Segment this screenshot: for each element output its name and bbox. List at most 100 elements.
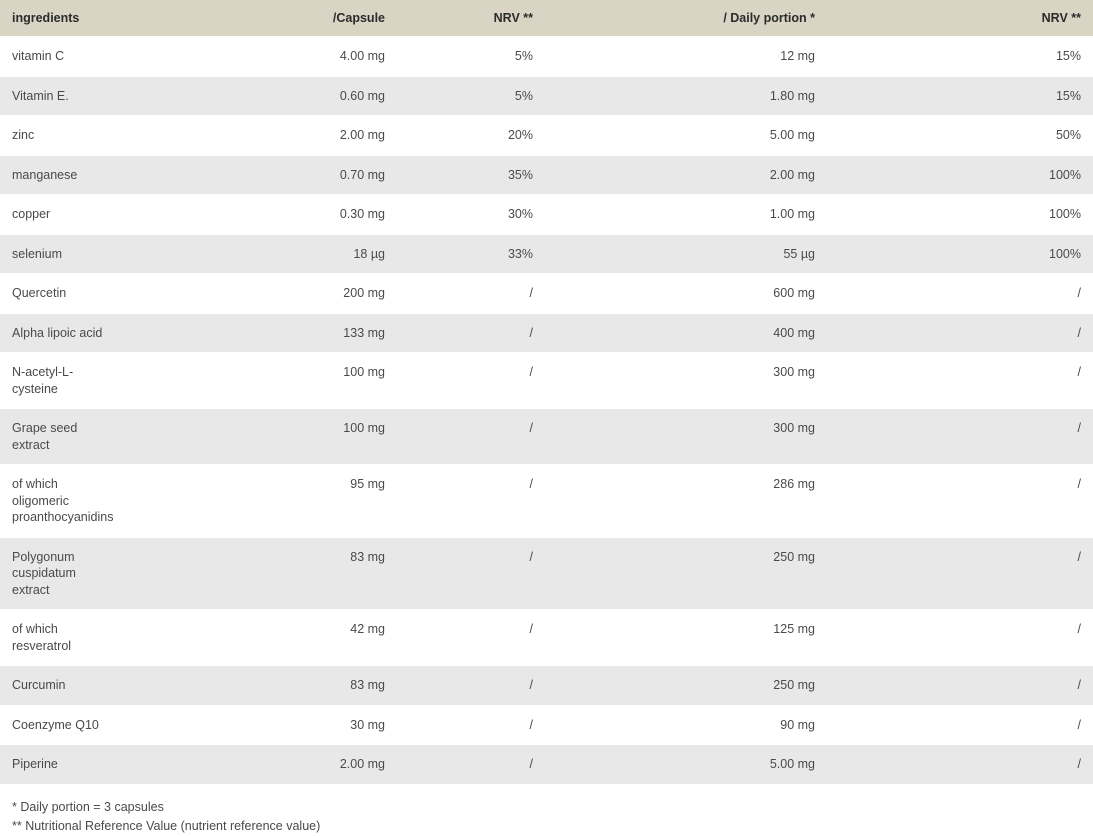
nrv-daily-cell: / [827, 665, 1093, 705]
nrv-daily-cell: 100% [827, 194, 1093, 234]
per-daily-portion-cell: 1.00 mg [545, 194, 827, 234]
table-row: of which oligomeric proanthocyanidins 95 mg… [0, 464, 1093, 537]
ingredient-name-line: Polygonum [12, 549, 75, 564]
per-daily-portion-cell: 125 mg [545, 609, 827, 666]
ingredient-name-cell: zinc [0, 115, 280, 155]
nrv-daily-cell: / [827, 273, 1093, 313]
ingredient-name-line: of which [12, 477, 58, 491]
footnote-nrv: ** Nutritional Reference Value (nutrient… [12, 818, 321, 833]
nrv-capsule-cell: / [397, 352, 545, 409]
per-daily-portion-cell: 250 mg [545, 536, 827, 610]
table-row: Coenzyme Q10 30 mg/90 mg / [0, 704, 1093, 745]
ingredient-name-cell: Quercetin [0, 273, 280, 313]
nrv-daily-cell: 100% [827, 233, 1093, 274]
nrv-capsule-cell: / [397, 536, 545, 610]
table-row: Alpha lipoic acid 133 mg/400 mg / [0, 312, 1093, 353]
ingredient-name-line: copper [12, 207, 51, 221]
per-capsule-cell: 30 mg [280, 704, 397, 745]
per-daily-portion-cell: 300 mg [545, 352, 827, 409]
table-header: ingredients /Capsule NRV ** / Daily port… [0, 0, 1093, 37]
nrv-capsule-cell: 5% [397, 36, 545, 76]
ingredient-name-line: oligomeric [12, 493, 69, 508]
per-daily-portion-cell: 1.80 mg [545, 75, 827, 116]
ingredient-name-line: Curcumin [12, 678, 66, 692]
nrv-capsule-cell: / [397, 609, 545, 666]
nrv-daily-cell: / [827, 464, 1093, 537]
ingredient-name-cell: of which resveratrol [0, 609, 280, 666]
ingredient-name-line: cuspidatum [12, 566, 76, 580]
per-daily-portion-cell: 250 mg [545, 665, 827, 705]
nrv-capsule-cell: / [397, 273, 545, 313]
table-row: Polygonum cuspidatum extract 83 mg/250 mg / [0, 536, 1093, 610]
table-row: copper 0.30 mg 30% 1.00 mg 100% [0, 194, 1093, 234]
table-row: Grape seed extract 100 mg/300 mg / [0, 408, 1093, 465]
table-row: of which resveratrol 42 mg/125 mg / [0, 609, 1093, 666]
nrv-daily-cell: / [827, 609, 1093, 666]
per-daily-portion-cell: 286 mg [545, 464, 827, 537]
table-row: selenium 18 µg 33% 55 µg 100% [0, 233, 1093, 274]
ingredient-name-line: Vitamin E. [12, 88, 69, 103]
ingredient-name-line: Coenzyme Q10 [12, 717, 99, 732]
table-header-row: ingredients /Capsule NRV ** / Daily port… [0, 0, 1093, 37]
footnote-daily-portion: * Daily portion = 3 capsules [12, 799, 164, 814]
per-capsule-cell: 95 mg [280, 464, 397, 537]
ingredient-name-line: Piperine [12, 757, 58, 771]
nrv-daily-cell: / [827, 704, 1093, 745]
column-header-nrv-capsule: NRV ** [397, 0, 545, 37]
nrv-capsule-cell: / [397, 744, 545, 784]
per-capsule-cell: 133 mg [280, 312, 397, 353]
table-row: manganese 0.70 mg 35% 2.00 mg 100% [0, 154, 1093, 195]
per-capsule-cell: 4.00 mg [280, 36, 397, 76]
ingredient-name-line: resveratrol [12, 638, 72, 653]
ingredient-name-cell: Curcumin [0, 665, 280, 705]
nrv-daily-cell: / [827, 312, 1093, 353]
ingredient-name-line: extract [12, 437, 50, 452]
per-capsule-cell: 2.00 mg [280, 744, 397, 784]
ingredient-name-line: extract [12, 582, 50, 597]
table-footnotes: * Daily portion = 3 capsules ** Nutritio… [0, 784, 1093, 836]
ingredient-name-line: of which [12, 622, 58, 636]
ingredient-name-line: selenium [12, 246, 63, 261]
table-row: zinc 2.00 mg 20% 5.00 mg 50% [0, 115, 1093, 155]
per-daily-portion-cell: 400 mg [545, 312, 827, 353]
ingredient-name-line: Grape seed [12, 421, 78, 435]
per-capsule-cell: 83 mg [280, 665, 397, 705]
table-row: vitamin C 4.00 mg 5% 12 mg 15% [0, 36, 1093, 76]
per-capsule-cell: 100 mg [280, 408, 397, 465]
nrv-daily-cell: 15% [827, 36, 1093, 76]
per-capsule-cell: 0.70 mg [280, 154, 397, 195]
ingredient-name-cell: copper [0, 194, 280, 234]
per-capsule-cell: 0.30 mg [280, 194, 397, 234]
ingredient-name-cell: Vitamin E. [0, 75, 280, 116]
ingredient-name-cell: Alpha lipoic acid [0, 312, 280, 353]
nrv-capsule-cell: 30% [397, 194, 545, 234]
ingredient-name-cell: Polygonum cuspidatum extract [0, 536, 280, 610]
per-daily-portion-cell: 12 mg [545, 36, 827, 76]
ingredient-name-cell: vitamin C [0, 36, 280, 76]
table-row: Vitamin E. 0.60 mg 5% 1.80 mg 15% [0, 75, 1093, 116]
per-capsule-cell: 100 mg [280, 352, 397, 409]
ingredient-name-line: proanthocyanidins [12, 510, 114, 524]
nrv-daily-cell: / [827, 744, 1093, 784]
column-header-per-daily-portion: / Daily portion * [545, 0, 827, 37]
ingredient-name-cell: selenium [0, 233, 280, 274]
nrv-capsule-cell: / [397, 704, 545, 745]
column-header-ingredients: ingredients [0, 0, 280, 37]
per-capsule-cell: 83 mg [280, 536, 397, 610]
ingredient-name-line: cysteine [12, 381, 58, 396]
ingredient-name-cell: Grape seed extract [0, 408, 280, 465]
ingredient-name-cell: N-acetyl-L-cysteine [0, 352, 280, 409]
ingredient-name-line: Alpha lipoic acid [12, 325, 103, 340]
nrv-capsule-cell: / [397, 312, 545, 353]
per-daily-portion-cell: 600 mg [545, 273, 827, 313]
column-header-nrv-daily: NRV ** [827, 0, 1093, 37]
per-daily-portion-cell: 5.00 mg [545, 744, 827, 784]
nrv-daily-cell: / [827, 408, 1093, 465]
ingredient-name-line: N-acetyl-L- [12, 365, 74, 379]
per-capsule-cell: 2.00 mg [280, 115, 397, 155]
table-row: N-acetyl-L-cysteine 100 mg/300 mg / [0, 352, 1093, 409]
table-row: Curcumin 83 mg/250 mg / [0, 665, 1093, 705]
ingredient-name-line: vitamin C [12, 49, 65, 63]
nrv-daily-cell: 50% [827, 115, 1093, 155]
nrv-daily-cell: / [827, 352, 1093, 409]
